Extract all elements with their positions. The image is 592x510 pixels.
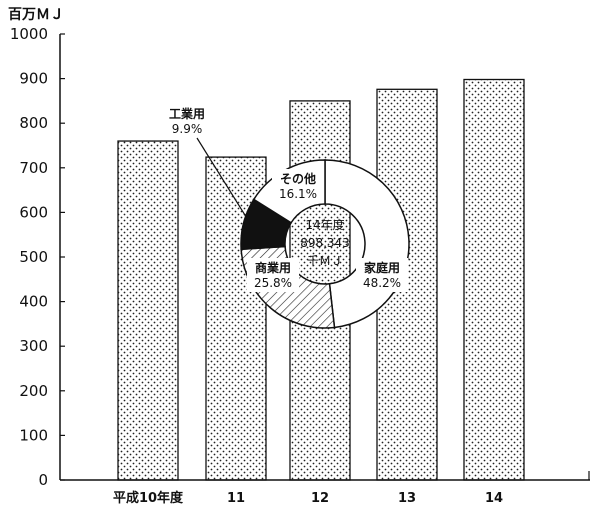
y-tick-label: 900 xyxy=(19,70,48,88)
y-tick-label: 300 xyxy=(19,337,48,355)
donut-center-text: 千ＭＪ xyxy=(307,254,343,268)
y-tick-label: 500 xyxy=(19,248,48,266)
slice-label-percent: 16.1% xyxy=(279,187,317,201)
slice-label-name: 工業用 xyxy=(169,106,205,121)
bars-layer xyxy=(117,78,525,481)
slice-label-background xyxy=(272,169,324,203)
y-tick-label: 800 xyxy=(19,114,48,132)
donut-center-text: 898,343 xyxy=(300,236,350,250)
slice-leader-line xyxy=(196,137,252,226)
y-tick-label: 100 xyxy=(19,426,48,444)
slice-label-background xyxy=(356,258,408,292)
x-tick-label: 13 xyxy=(398,491,416,506)
y-tick-label: 600 xyxy=(19,203,48,221)
slice-label-percent: 48.2% xyxy=(363,276,401,290)
slice-label-background xyxy=(161,104,213,138)
x-tick-label: 12 xyxy=(311,491,329,506)
slice-label-name: その他 xyxy=(280,171,316,186)
donut-center-text: 14年度 xyxy=(305,217,344,232)
y-tick-label: 1000 xyxy=(10,25,48,43)
x-tick-label: 14 xyxy=(485,491,503,506)
y-tick-label: 400 xyxy=(19,293,48,311)
bar-14 xyxy=(463,78,525,481)
bar-平成10年度 xyxy=(117,140,179,481)
slice-label-percent: 25.8% xyxy=(254,276,292,290)
slice-label-name: 家庭用 xyxy=(364,260,400,275)
slice-label-background xyxy=(247,258,299,292)
axis-layer: 0 100 200 300 400 500 600 700 800 900 1000 平成10年度 11… xyxy=(10,25,590,506)
x-tick-label: 平成10年度 xyxy=(113,490,184,506)
slice-label-name: 商業用 xyxy=(255,260,291,275)
slice-label-percent: 9.9% xyxy=(172,122,203,136)
y-tick-label: 0 xyxy=(38,471,48,489)
y-axis-unit-label: 百万ＭＪ xyxy=(8,7,64,23)
y-tick-label: 200 xyxy=(19,382,48,400)
y-tick-label: 700 xyxy=(19,159,48,177)
x-tick-label: 11 xyxy=(227,491,245,506)
